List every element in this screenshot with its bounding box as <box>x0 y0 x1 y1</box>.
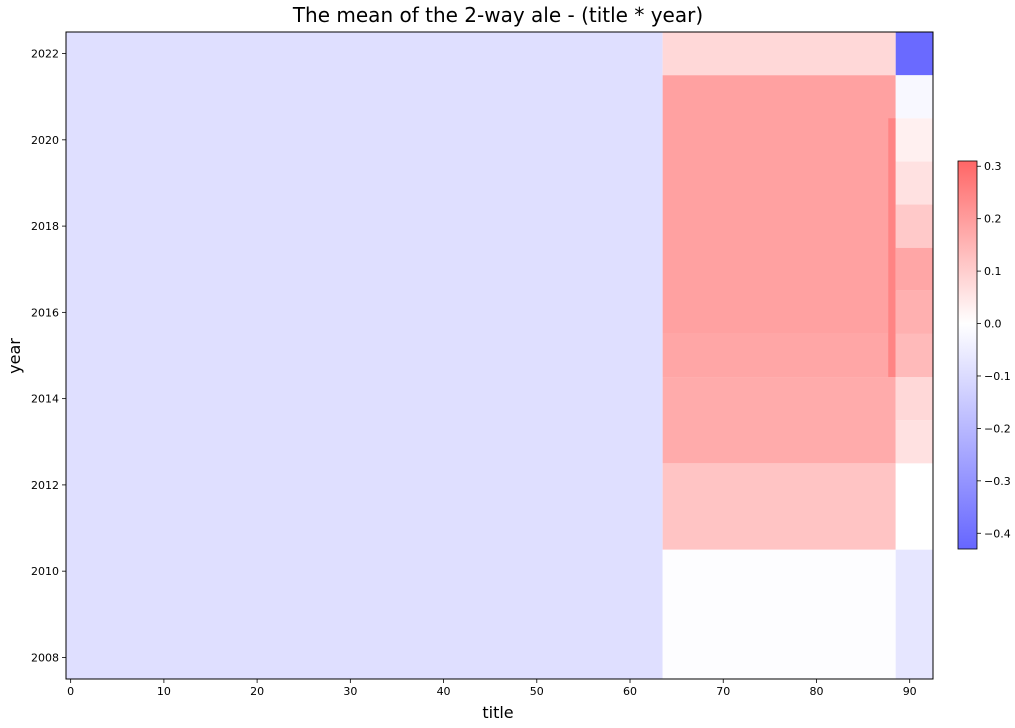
heatmap-cell-8 <box>895 549 933 679</box>
colorbar-tick-label: −0.3 <box>984 475 1011 488</box>
x-tick-label: 60 <box>623 685 637 698</box>
y-tick-label: 2008 <box>31 651 59 664</box>
y-tick-label: 2014 <box>31 393 59 406</box>
heatmap-cell-6 <box>662 32 896 76</box>
heatmap-cell-9 <box>895 463 933 550</box>
heatmap-cell-15 <box>895 204 933 248</box>
x-tick-label: 40 <box>437 685 451 698</box>
x-tick-label: 50 <box>530 685 544 698</box>
colorbar-ticks: 0.3 0.2 0.1 0.0 −0.1 −0.2 −0.3 −0.4 <box>977 160 1011 540</box>
y-tick-label: 2016 <box>31 306 59 319</box>
y-tick-label: 2010 <box>31 565 59 578</box>
chart-title: The mean of the 2-way ale - (title * yea… <box>292 3 703 27</box>
x-tick-label: 0 <box>67 685 74 698</box>
x-tick-label: 30 <box>343 685 357 698</box>
heatmap-cell-7 <box>888 118 896 378</box>
heatmap-cell-3 <box>662 377 896 464</box>
heatmap-cell-18 <box>895 75 933 119</box>
heatmap-cell-0 <box>66 32 663 679</box>
heatmap-cell-14 <box>895 247 933 291</box>
colorbar <box>957 160 978 550</box>
x-tick-label: 90 <box>903 685 917 698</box>
heatmap-cell-2 <box>662 463 896 550</box>
heatmap-cell-5 <box>662 75 896 334</box>
heatmap-cell-16 <box>895 161 933 205</box>
x-axis-label: title <box>482 703 513 722</box>
colorbar-tick-label: 0.2 <box>984 213 1002 226</box>
colorbar-tick-label: −0.4 <box>984 527 1011 540</box>
heatmap-cell-19 <box>895 32 933 76</box>
heatmap-cell-13 <box>895 290 933 334</box>
colorbar-tick-label: 0.0 <box>984 318 1002 331</box>
x-tick-label: 20 <box>250 685 264 698</box>
heatmap-cell-1 <box>662 549 896 679</box>
colorbar-tick-label: −0.1 <box>984 370 1011 383</box>
colorbar-tick-label: −0.2 <box>984 422 1011 435</box>
heatmap-cell-17 <box>895 118 933 162</box>
x-axis-ticks: 0 10 20 30 40 50 60 70 80 90 <box>67 679 917 698</box>
colorbar-tick-label: 0.1 <box>984 265 1002 278</box>
heatmap-cell-10 <box>895 420 933 464</box>
colorbar-tick-label: 0.3 <box>984 160 1002 173</box>
plot-frame <box>65 31 934 680</box>
heatmap-cell-4 <box>662 333 896 378</box>
x-tick-label: 10 <box>157 685 171 698</box>
y-tick-label: 2022 <box>31 48 59 61</box>
x-tick-label: 70 <box>716 685 730 698</box>
heatmap-cell-11 <box>895 377 933 421</box>
y-tick-label: 2018 <box>31 220 59 233</box>
y-axis-ticks: 2008 2010 2012 2014 2016 2018 2020 2022 <box>31 48 66 664</box>
heatmap-cell-12 <box>895 333 933 378</box>
heatmap-cells <box>66 32 933 679</box>
y-tick-label: 2012 <box>31 479 59 492</box>
y-tick-label: 2020 <box>31 134 59 147</box>
y-axis-label: year <box>5 338 24 374</box>
x-tick-label: 80 <box>809 685 823 698</box>
